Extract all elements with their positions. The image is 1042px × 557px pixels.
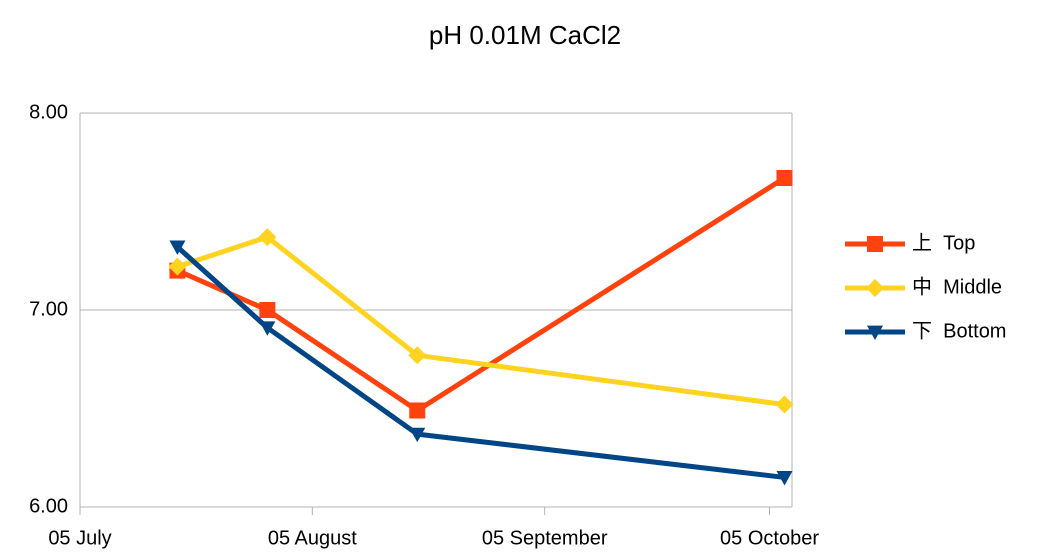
x-tick-label: 05 October (720, 527, 819, 549)
marker (867, 236, 883, 252)
series-line (176, 175, 786, 413)
series-line (176, 234, 785, 408)
marker (258, 228, 277, 247)
marker (169, 240, 186, 255)
marker (866, 279, 884, 297)
marker (867, 325, 883, 340)
marker (408, 346, 427, 365)
x-tick-label: 05 August (268, 527, 357, 549)
legend-label: 下 Bottom (912, 320, 1006, 342)
legend-label: 上 Top (912, 231, 975, 254)
chart-title: pH 0.01M CaCl2 (429, 20, 621, 50)
x-tick-label: 05 July (48, 527, 111, 549)
y-tick-label: 6.00 (29, 495, 68, 517)
marker (775, 395, 794, 414)
x-tick-label: 05 September (482, 527, 608, 549)
marker (409, 427, 426, 443)
marker (168, 257, 187, 276)
series-line (175, 245, 785, 480)
legend-label: 中 Middle (912, 275, 1002, 298)
y-tick-label: 7.00 (29, 298, 68, 320)
y-tick-label: 8.00 (29, 101, 68, 123)
marker (409, 402, 426, 419)
marker (776, 471, 793, 486)
marker (259, 302, 276, 318)
marker (776, 170, 793, 187)
marker (259, 321, 276, 336)
